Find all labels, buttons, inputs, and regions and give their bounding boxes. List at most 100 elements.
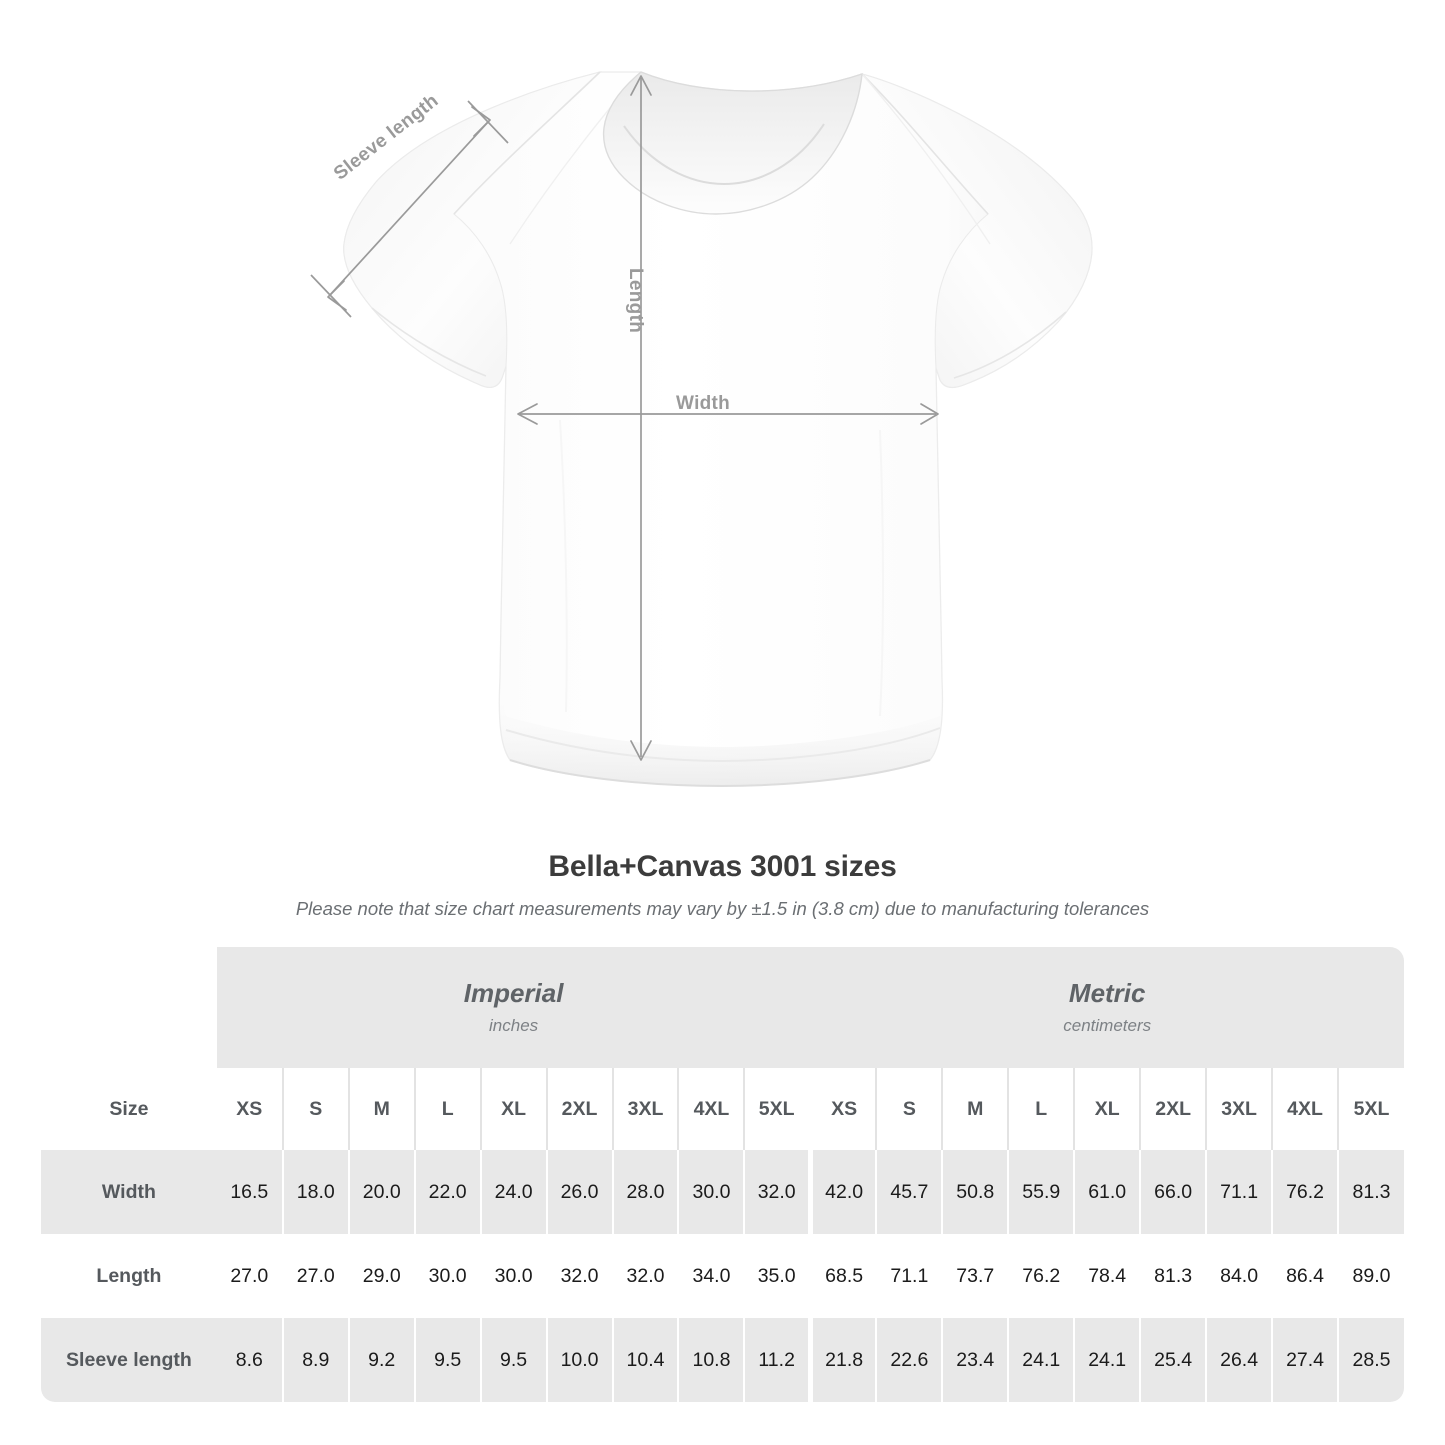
table-cell: 22.6 [875,1318,943,1402]
measurement-annotations [310,75,939,761]
unit-group-imperial: Imperial inches [216,947,811,1068]
table-cell: 24.0 [479,1150,547,1234]
table-cell: 24.1 [1007,1318,1075,1402]
table-cell: 34.0 [677,1234,745,1318]
table-cell: 18.0 [281,1150,349,1234]
table-cell: 8.9 [281,1318,349,1402]
unit-band-row: Imperial inches Metric centimeters [41,947,1404,1068]
table-cell: 16.5 [216,1150,283,1234]
table-cell: 35.0 [743,1234,811,1318]
table-row: Sleeve length 8.6 8.9 9.2 9.5 9.5 10.0 10.4 10.8… [41,1318,1404,1402]
width-arrow [517,403,939,425]
table-cell: 71.1 [1205,1150,1273,1234]
tshirt-diagram: Sleeve length Length Width [310,70,1093,788]
table-cell: 42.0 [807,1150,877,1234]
table-cell: 22.0 [413,1150,481,1234]
shirt-silhouette [343,70,1093,788]
size-column-header-5xl-imperial: 5XL [743,1068,811,1150]
unit-group-name: Metric [1068,978,1146,1009]
table-cell: 84.0 [1205,1234,1273,1318]
table-cell: 29.0 [347,1234,415,1318]
width-label: Width [676,393,731,414]
table-row: Length 27.0 27.0 29.0 30.0 30.0 32.0 32.0 34.0 35… [41,1234,1404,1318]
table-cell: 26.0 [545,1150,613,1234]
table-cell: 30.0 [677,1150,745,1234]
table-cell: 30.0 [413,1234,481,1318]
size-column-header-4xl-imperial: 4XL [677,1068,745,1150]
table-cell: 11.2 [743,1318,811,1402]
table-cell: 61.0 [1073,1150,1141,1234]
unit-group-metric: Metric centimeters [810,947,1404,1068]
unit-group-subtitle: centimeters [1063,1015,1152,1035]
size-column-header: Size [41,1068,217,1150]
size-header-row: Size XS S M L XL 2XL 3XL 4XL 5XL XS S M L XL 2XL 3XL 4XL 5… [41,1068,1404,1150]
unit-group-subtitle: inches [489,1015,539,1035]
size-chart-table: Imperial inches Metric centimeters Size XS S M L… [41,947,1404,1402]
table-cell: 28.0 [611,1150,679,1234]
size-column-header-2xl-imperial: 2XL [545,1068,613,1150]
size-column-header-s-imperial: S [281,1068,349,1150]
table-cell: 10.4 [611,1318,679,1402]
size-column-header-3xl-metric: 3XL [1205,1068,1273,1150]
sleeve-length-arrow [310,100,509,318]
table-cell: 32.0 [545,1234,613,1318]
table-cell: 73.7 [941,1234,1009,1318]
size-column-header-xl-metric: XL [1073,1068,1141,1150]
size-column-header-xs-metric: XS [807,1068,877,1150]
table-cell: 8.6 [216,1318,283,1402]
size-column-header-m-imperial: M [347,1068,415,1150]
size-column-header-s-metric: S [875,1068,943,1150]
tshirt-illustration [310,70,1093,788]
table-cell: 27.0 [216,1234,283,1318]
table-cell: 81.3 [1337,1150,1404,1234]
table-cell: 66.0 [1139,1150,1207,1234]
table-cell: 27.0 [281,1234,349,1318]
length-label: Length [625,268,646,334]
table-cell: 32.0 [611,1234,679,1318]
page-title: Bella+Canvas 3001 sizes [548,850,897,883]
table-row: Width 16.5 18.0 20.0 22.0 24.0 26.0 28.0 30.0 32.… [41,1150,1404,1234]
table-cell: 26.4 [1205,1318,1273,1402]
table-cell: 9.5 [479,1318,547,1402]
size-column-header-m-metric: M [941,1068,1009,1150]
size-column-header-l-metric: L [1007,1068,1075,1150]
table-cell: 9.2 [347,1318,415,1402]
table-cell: 86.4 [1271,1234,1339,1318]
length-arrow [630,75,652,761]
table-cell: 45.7 [875,1150,943,1234]
table-cell: 27.4 [1271,1318,1339,1402]
page-subtitle: Please note that size chart measurements… [295,898,1150,919]
size-column-header-5xl-metric: 5XL [1337,1068,1404,1150]
table-corner-cell [41,947,217,1068]
size-column-header-xl-imperial: XL [479,1068,547,1150]
table-cell: 24.1 [1073,1318,1141,1402]
measurements-table: Imperial inches Metric centimeters Size XS S M L… [41,947,1404,1402]
table-cell: 50.8 [941,1150,1009,1234]
unit-group-name: Imperial [463,978,564,1009]
table-cell: 10.0 [545,1318,613,1402]
table-cell: 10.8 [677,1318,745,1402]
size-column-header-2xl-metric: 2XL [1139,1068,1207,1150]
table-cell: 20.0 [347,1150,415,1234]
table-cell: 68.5 [807,1234,877,1318]
row-header-width: Width [41,1150,217,1234]
table-cell: 32.0 [743,1150,811,1234]
size-column-header-l-imperial: L [413,1068,481,1150]
table-cell: 21.8 [807,1318,877,1402]
row-header-length: Length [41,1234,217,1318]
table-cell: 76.2 [1007,1234,1075,1318]
table-cell: 23.4 [941,1318,1009,1402]
table-cell: 76.2 [1271,1150,1339,1234]
table-cell: 9.5 [413,1318,481,1402]
row-header-sleeve-length: Sleeve length [41,1318,217,1402]
size-column-header-4xl-metric: 4XL [1271,1068,1339,1150]
table-cell: 30.0 [479,1234,547,1318]
table-cell: 25.4 [1139,1318,1207,1402]
table-cell: 89.0 [1337,1234,1404,1318]
size-column-header-xs-imperial: XS [216,1068,283,1150]
table-cell: 55.9 [1007,1150,1075,1234]
table-cell: 28.5 [1337,1318,1404,1402]
table-cell: 81.3 [1139,1234,1207,1318]
table-cell: 78.4 [1073,1234,1141,1318]
